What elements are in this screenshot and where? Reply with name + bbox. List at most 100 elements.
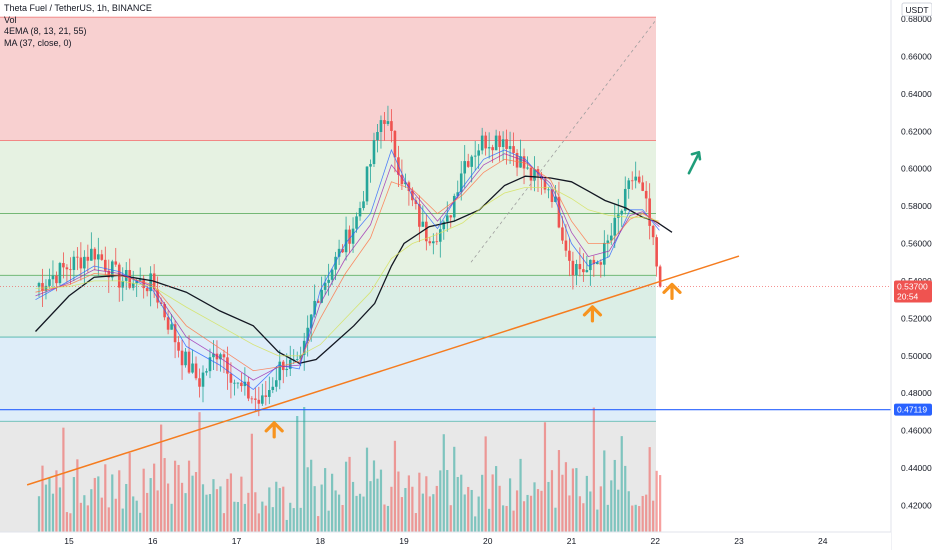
candle-body[interactable]: [69, 269, 72, 271]
candle-body[interactable]: [522, 156, 526, 169]
candle-body[interactable]: [543, 179, 547, 190]
candle-body[interactable]: [138, 278, 142, 281]
candle-body[interactable]: [135, 280, 138, 284]
candle-body[interactable]: [470, 156, 473, 167]
candle-body[interactable]: [37, 283, 41, 287]
candle-body[interactable]: [254, 398, 257, 400]
candle-body[interactable]: [477, 150, 480, 156]
candle-body[interactable]: [261, 395, 264, 404]
candle-body[interactable]: [435, 241, 439, 243]
candle-body[interactable]: [128, 270, 132, 288]
candle-body[interactable]: [341, 248, 344, 253]
candle-body[interactable]: [438, 229, 442, 242]
candle-body[interactable]: [505, 139, 508, 149]
candle-body[interactable]: [456, 192, 460, 196]
candle-body[interactable]: [194, 363, 198, 379]
candle-body[interactable]: [630, 180, 634, 182]
candle-body[interactable]: [425, 221, 428, 242]
candle-body[interactable]: [131, 283, 135, 288]
candle-body[interactable]: [634, 176, 638, 181]
candle-body[interactable]: [411, 190, 414, 201]
support-trendline[interactable]: [26, 255, 740, 486]
price-axis[interactable]: [891, 0, 932, 550]
candle-body[interactable]: [603, 242, 606, 265]
candle-body[interactable]: [383, 120, 386, 124]
candle-body[interactable]: [65, 267, 69, 270]
candle-body[interactable]: [41, 283, 44, 291]
candle-body[interactable]: [240, 382, 243, 387]
candle-body[interactable]: [313, 300, 316, 315]
candle-body[interactable]: [355, 216, 358, 229]
candle-body[interactable]: [320, 289, 323, 303]
legend-ema[interactable]: 4EMA (8, 13, 21, 55): [4, 26, 87, 36]
candle-body[interactable]: [100, 254, 104, 260]
legend-vol[interactable]: Vol: [4, 14, 17, 25]
candle-body[interactable]: [655, 237, 658, 267]
candle-body[interactable]: [62, 263, 65, 268]
candle-body[interactable]: [613, 217, 617, 236]
candle-body[interactable]: [285, 368, 289, 371]
candle-body[interactable]: [327, 279, 330, 283]
candle-body[interactable]: [585, 270, 589, 273]
candle-body[interactable]: [452, 195, 456, 218]
candle-body[interactable]: [459, 173, 463, 193]
candle-body[interactable]: [334, 256, 337, 270]
candle-body[interactable]: [641, 182, 644, 191]
candle-body[interactable]: [568, 250, 571, 261]
candle-body[interactable]: [271, 386, 275, 391]
candle-body[interactable]: [620, 210, 624, 215]
candle-body[interactable]: [110, 261, 114, 278]
candle-body[interactable]: [316, 300, 320, 303]
candle-body[interactable]: [145, 288, 149, 292]
candle-body[interactable]: [309, 314, 313, 328]
candle-body[interactable]: [268, 390, 271, 397]
candle-body[interactable]: [463, 161, 467, 174]
candle-body[interactable]: [404, 182, 407, 185]
candle-body[interactable]: [219, 354, 222, 360]
candle-body[interactable]: [86, 256, 90, 261]
candle-body[interactable]: [337, 248, 341, 257]
candle-body[interactable]: [393, 130, 397, 158]
candle-body[interactable]: [226, 357, 229, 374]
candle-body[interactable]: [205, 371, 208, 373]
candle-body[interactable]: [599, 262, 603, 265]
candle-body[interactable]: [637, 176, 641, 183]
candle-body[interactable]: [372, 140, 376, 165]
candle-body[interactable]: [159, 302, 163, 304]
legend-ma[interactable]: MA (37, close, 0): [4, 37, 72, 48]
candle-body[interactable]: [58, 263, 62, 284]
candle-body[interactable]: [117, 264, 121, 288]
candle-body[interactable]: [498, 135, 501, 148]
candle-body[interactable]: [529, 167, 533, 181]
candle-body[interactable]: [306, 327, 309, 341]
candle-body[interactable]: [288, 359, 292, 369]
candle-body[interactable]: [623, 188, 627, 211]
candle-body[interactable]: [76, 256, 79, 258]
candle-body[interactable]: [473, 155, 477, 157]
channel-dashed-line[interactable]: [470, 20, 656, 263]
currency-box[interactable]: [901, 2, 932, 17]
candle-body[interactable]: [166, 317, 170, 330]
candle-body[interactable]: [487, 147, 491, 149]
candle-body[interactable]: [582, 269, 585, 273]
candle-body[interactable]: [369, 164, 372, 167]
candle-body[interactable]: [484, 135, 487, 149]
candle-body[interactable]: [575, 264, 578, 276]
candle-body[interactable]: [644, 190, 648, 199]
candle-body[interactable]: [526, 167, 529, 169]
candle-body[interactable]: [121, 280, 125, 288]
candle-body[interactable]: [97, 254, 100, 260]
candle-body[interactable]: [243, 381, 247, 387]
candle-body[interactable]: [177, 342, 180, 351]
candle-body[interactable]: [533, 169, 536, 181]
candle-body[interactable]: [103, 259, 107, 271]
time-axis[interactable]: [0, 532, 891, 550]
trend-arrow-3[interactable]: [687, 151, 701, 175]
candle-body[interactable]: [264, 395, 268, 397]
candle-body[interactable]: [592, 259, 596, 265]
candle-body[interactable]: [480, 135, 484, 151]
candle-body[interactable]: [302, 340, 306, 355]
candle-body[interactable]: [428, 241, 432, 244]
candle-body[interactable]: [627, 180, 631, 189]
candle-body[interactable]: [198, 378, 201, 387]
